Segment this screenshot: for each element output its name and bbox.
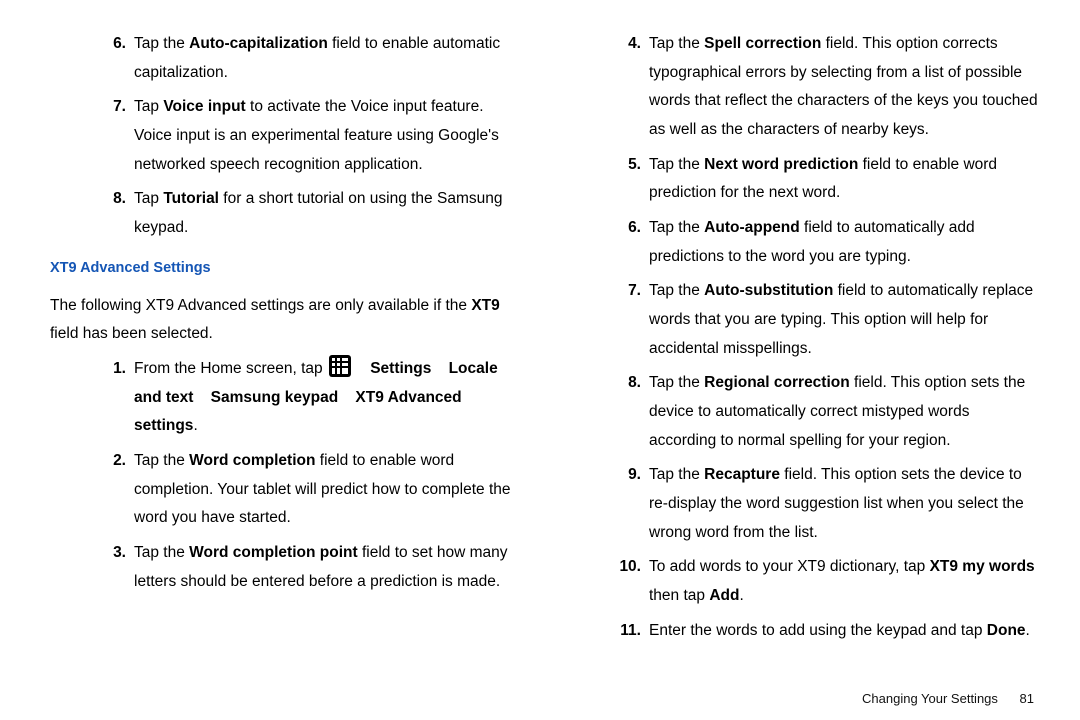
text: Tap the (649, 219, 704, 236)
item-number: 7. (92, 93, 134, 179)
text: Tap (134, 98, 163, 115)
bold-text: Word completion (189, 452, 315, 469)
list-item: 9. Tap the Recapture field. This option … (607, 461, 1040, 547)
text: then tap (649, 587, 709, 604)
footer-page-number: 81 (1020, 691, 1034, 706)
list-item: 2. Tap the Word completion field to enab… (92, 447, 525, 533)
item-number: 9. (607, 461, 649, 547)
text: Tap the (649, 35, 704, 52)
bold-text: Word completion point (189, 544, 357, 561)
page-footer: Changing Your Settings 81 (862, 691, 1034, 706)
left-list-b: 1. From the Home screen, tap (50, 355, 525, 596)
item-body: Tap the Auto-substitution field to autom… (649, 277, 1040, 363)
item-body: Tap the Next word prediction field to en… (649, 151, 1040, 208)
bold-text: XT9 my words (930, 558, 1035, 575)
text: Tap (134, 190, 163, 207)
bold-text: Regional correction (704, 374, 850, 391)
text: . (1026, 622, 1030, 639)
list-item: 7. Tap Voice input to activate the Voice… (92, 93, 525, 179)
text: From the Home screen, tap (134, 360, 327, 377)
item-number: 4. (607, 30, 649, 145)
item-body: Enter the words to add using the keypad … (649, 617, 1040, 646)
text: Tap the (134, 544, 189, 561)
list-item: 4. Tap the Spell correction field. This … (607, 30, 1040, 145)
bold-text: Tutorial (163, 190, 219, 207)
bold-text: Settings (370, 360, 431, 377)
item-number: 7. (607, 277, 649, 363)
item-number: 11. (607, 617, 649, 646)
bold-text: Next word prediction (704, 156, 858, 173)
list-item: 10. To add words to your XT9 dictionary,… (607, 553, 1040, 610)
text: . (193, 417, 197, 434)
footer-section: Changing Your Settings (862, 691, 998, 706)
text: field has been selected. (50, 325, 213, 342)
right-column: 4. Tap the Spell correction field. This … (565, 30, 1040, 700)
item-body: Tap Voice input to activate the Voice in… (134, 93, 525, 179)
item-number: 6. (607, 214, 649, 271)
text: The following XT9 Advanced settings are … (50, 297, 471, 314)
item-number: 10. (607, 553, 649, 610)
list-item: 8. Tap the Regional correction field. Th… (607, 369, 1040, 455)
bold-text: Auto-substitution (704, 282, 833, 299)
item-body: Tap the Auto-capitalization field to ena… (134, 30, 525, 87)
bold-text: XT9 (471, 297, 499, 314)
item-number: 1. (92, 355, 134, 441)
item-body: Tap the Word completion point field to s… (134, 539, 525, 596)
item-number: 5. (607, 151, 649, 208)
text: Tap the (134, 452, 189, 469)
list-item: 6. Tap the Auto-capitalization field to … (92, 30, 525, 87)
text: Tap the (134, 35, 189, 52)
item-number: 8. (92, 185, 134, 242)
item-number: 6. (92, 30, 134, 87)
item-number: 8. (607, 369, 649, 455)
left-column: 6. Tap the Auto-capitalization field to … (50, 30, 525, 700)
text: Tap the (649, 466, 704, 483)
list-item: 5. Tap the Next word prediction field to… (607, 151, 1040, 208)
item-body: Tap the Spell correction field. This opt… (649, 30, 1040, 145)
list-item: 1. From the Home screen, tap (92, 355, 525, 441)
list-item: 8. Tap Tutorial for a short tutorial on … (92, 185, 525, 242)
right-list: 4. Tap the Spell correction field. This … (565, 30, 1040, 645)
text: Tap the (649, 374, 704, 391)
text: Tap the (649, 282, 704, 299)
text: To add words to your XT9 dictionary, tap (649, 558, 930, 575)
list-item: 6. Tap the Auto-append field to automati… (607, 214, 1040, 271)
item-body: From the Home screen, tap (134, 355, 525, 441)
bold-text: Recapture (704, 466, 780, 483)
item-number: 3. (92, 539, 134, 596)
list-item: 3. Tap the Word completion point field t… (92, 539, 525, 596)
page: 6. Tap the Auto-capitalization field to … (0, 0, 1080, 720)
bold-text: Auto-capitalization (189, 35, 328, 52)
list-item: 7. Tap the Auto-substitution field to au… (607, 277, 1040, 363)
item-body: To add words to your XT9 dictionary, tap… (649, 553, 1040, 610)
apps-grid-icon (329, 355, 351, 377)
bold-text: Done (987, 622, 1026, 639)
item-body: Tap the Word completion field to enable … (134, 447, 525, 533)
text: Tap the (649, 156, 704, 173)
item-body: Tap Tutorial for a short tutorial on usi… (134, 185, 525, 242)
left-list-a: 6. Tap the Auto-capitalization field to … (50, 30, 525, 243)
bold-text: Spell correction (704, 35, 821, 52)
list-item: 11. Enter the words to add using the key… (607, 617, 1040, 646)
text: Enter the words to add using the keypad … (649, 622, 987, 639)
section-heading: XT9 Advanced Settings (50, 255, 525, 282)
intro-paragraph: The following XT9 Advanced settings are … (50, 292, 525, 349)
item-body: Tap the Recapture field. This option set… (649, 461, 1040, 547)
bold-text: Voice input (163, 98, 245, 115)
text: . (739, 587, 743, 604)
item-body: Tap the Regional correction field. This … (649, 369, 1040, 455)
bold-text: Add (709, 587, 739, 604)
item-number: 2. (92, 447, 134, 533)
bold-text: Samsung keypad (211, 389, 339, 406)
bold-text: Auto-append (704, 219, 800, 236)
item-body: Tap the Auto-append field to automatical… (649, 214, 1040, 271)
